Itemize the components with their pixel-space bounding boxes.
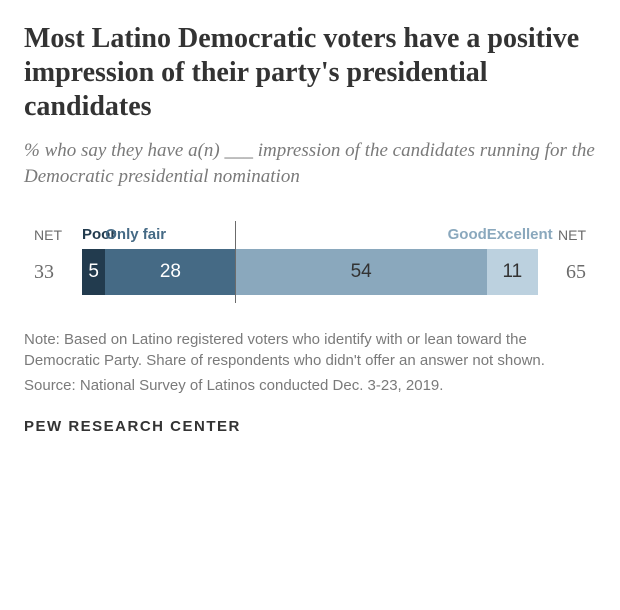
segment-bar: 11 (487, 249, 538, 295)
page-subtitle: % who say they have a(n) ___ impression … (24, 138, 596, 189)
brand: PEW RESEARCH CENTER (24, 418, 596, 435)
stacked-bar: 5285411 (82, 249, 538, 295)
segment-label: Excellent (487, 226, 538, 243)
segment-label: Poor (82, 226, 105, 243)
source-line: Source: National Survey of Latinos condu… (24, 375, 596, 396)
net-value-right: 65 (538, 249, 586, 295)
segment-labels-area: PoorOnly fairGoodExcellent (82, 226, 538, 243)
chart-values-row: 33 5285411 65 (34, 249, 586, 295)
segment-bar: 54 (236, 249, 487, 295)
net-value-left: 33 (34, 249, 82, 295)
net-header-left: NET (34, 227, 82, 243)
segment-bar: 5 (82, 249, 105, 295)
segment-label: Only fair (105, 226, 235, 243)
footnote: Note: Based on Latino registered voters … (24, 329, 596, 371)
segment-bar: 28 (105, 249, 235, 295)
chart-labels-row: NET PoorOnly fairGoodExcellent NET (34, 226, 586, 243)
chart: NET PoorOnly fairGoodExcellent NET 33 52… (24, 226, 596, 295)
segment-label: Good (236, 226, 487, 243)
page-title: Most Latino Democratic voters have a pos… (24, 22, 596, 124)
